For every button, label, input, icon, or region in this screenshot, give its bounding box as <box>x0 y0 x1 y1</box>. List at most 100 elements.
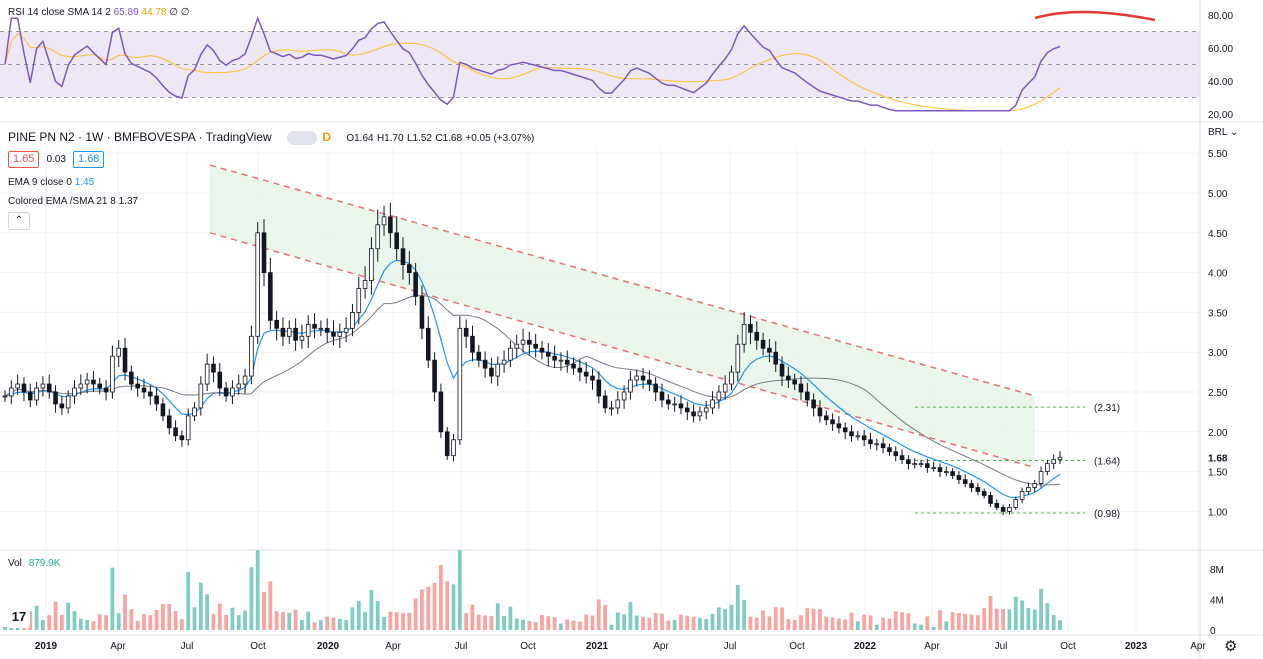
volume-bar <box>142 614 146 630</box>
candle-body <box>34 387 39 401</box>
gear-icon[interactable]: ⚙ <box>1224 638 1238 655</box>
axes: 5.50 5.00 4.50 4.00 3.50 3.00 2.50 2.00 1.50 1.00… <box>35 11 1235 652</box>
candle-body <box>912 463 917 466</box>
volume-bar <box>59 614 64 630</box>
spread-value: 0.03 <box>46 154 66 165</box>
candle-body <box>779 363 785 377</box>
hand-drawn-arc[interactable] <box>1034 10 1156 22</box>
candle-body <box>533 343 538 349</box>
candle-body <box>931 467 936 470</box>
tradingview-logo-icon[interactable]: 17 <box>8 606 30 628</box>
candle-body <box>166 415 172 429</box>
volume-bar <box>394 612 399 630</box>
candle-body <box>786 375 791 381</box>
candle-body <box>249 335 254 377</box>
volume-bar <box>805 607 810 630</box>
candle-body <box>773 351 779 365</box>
price-tick-label: 2.50 <box>1208 388 1228 399</box>
volume-bar <box>34 605 39 630</box>
volume-bar <box>337 618 342 630</box>
volume-bar <box>1032 609 1037 630</box>
toggle-switch[interactable] <box>286 130 317 145</box>
candle-body <box>21 383 27 393</box>
parallel-channel[interactable] <box>209 164 1036 469</box>
volume-bar <box>666 620 671 630</box>
candle-body <box>192 407 197 417</box>
volume-bar <box>938 610 942 630</box>
currency-selector[interactable]: BRL ⌄ <box>1208 127 1238 138</box>
volume-bar <box>287 612 292 630</box>
volume-bar <box>868 615 873 630</box>
vol-legend: Vol 879.9K <box>8 558 60 569</box>
bid-box[interactable]: 1.65 <box>8 151 40 168</box>
volume-bar <box>110 567 115 630</box>
candle-body <box>236 383 242 389</box>
ask-box[interactable]: 1.68 <box>73 151 105 168</box>
candle-body <box>628 379 633 393</box>
ohlc-change: +0.05 (+3.07%) <box>465 133 535 144</box>
candle-body <box>552 355 557 361</box>
volume-bar <box>91 621 96 630</box>
volume-bar <box>432 582 437 630</box>
price-tick-label: 3.50 <box>1208 308 1228 319</box>
candle-body <box>666 399 671 405</box>
candle-body <box>135 383 140 389</box>
volume-bar <box>135 621 140 630</box>
time-tick-label: Oct <box>250 641 266 652</box>
volume-bar <box>148 615 153 630</box>
candle-body <box>716 391 722 401</box>
candle-body <box>84 379 90 385</box>
volume-bar <box>603 604 608 630</box>
volume-bar <box>205 594 210 630</box>
rsi-value: 65.89 <box>113 7 139 18</box>
candle-body <box>343 327 349 333</box>
candle-body <box>754 331 760 341</box>
time-tick-label: Jul <box>455 641 468 652</box>
candle-body <box>381 216 387 226</box>
volume-bar <box>293 609 298 630</box>
volume-bar <box>356 600 361 630</box>
volume-bar <box>571 620 576 630</box>
volume-bar <box>236 615 241 630</box>
candle-body <box>1032 483 1038 488</box>
candle-body <box>9 387 14 397</box>
rsi-extra-2: ∅ <box>180 7 190 18</box>
volume-bar <box>641 616 645 630</box>
price-tick-label: 4.00 <box>1208 269 1228 280</box>
volume-bar <box>66 602 71 630</box>
volume-bar <box>312 622 317 630</box>
volume-bar <box>85 619 90 630</box>
candle-body <box>684 407 690 413</box>
volume-bar <box>811 608 816 630</box>
candle-body <box>318 327 324 330</box>
volume-bar <box>344 620 349 630</box>
volume-bar <box>887 618 892 630</box>
time-tick-label: 2021 <box>586 641 609 652</box>
volume-bar <box>723 609 728 630</box>
volume-bar <box>931 626 936 630</box>
candle-body <box>356 288 362 313</box>
volume-bar <box>243 610 247 630</box>
main-legend: PINE PN N2 · 1W · BMFBOVESPA · TradingVi… <box>8 130 534 145</box>
candle-body <box>861 435 867 441</box>
candle-body <box>710 399 715 409</box>
volume-bar <box>413 598 418 630</box>
symbol-title[interactable]: PINE PN N2 · 1W · BMFBOVESPA · TradingVi… <box>8 130 272 144</box>
candle-body <box>583 371 589 377</box>
volume-bar <box>609 624 614 630</box>
ema-legend-name: EMA 9 close 0 <box>8 177 72 188</box>
candle-body <box>299 335 305 341</box>
volume-bar <box>836 618 841 630</box>
collapse-legend-button[interactable]: ⌃ <box>8 212 30 230</box>
volume-bar <box>742 600 747 630</box>
candle-body <box>413 272 418 297</box>
volume-bar <box>489 616 494 630</box>
candle-body <box>564 359 570 365</box>
ema-9-line <box>4 259 1061 499</box>
volume-bar <box>470 604 475 630</box>
volume-bar <box>577 621 582 630</box>
volume-bar <box>186 572 191 630</box>
candle-body <box>40 383 46 389</box>
fib-extension[interactable]: (2.31) (1.64) (0.98) <box>915 403 1120 520</box>
